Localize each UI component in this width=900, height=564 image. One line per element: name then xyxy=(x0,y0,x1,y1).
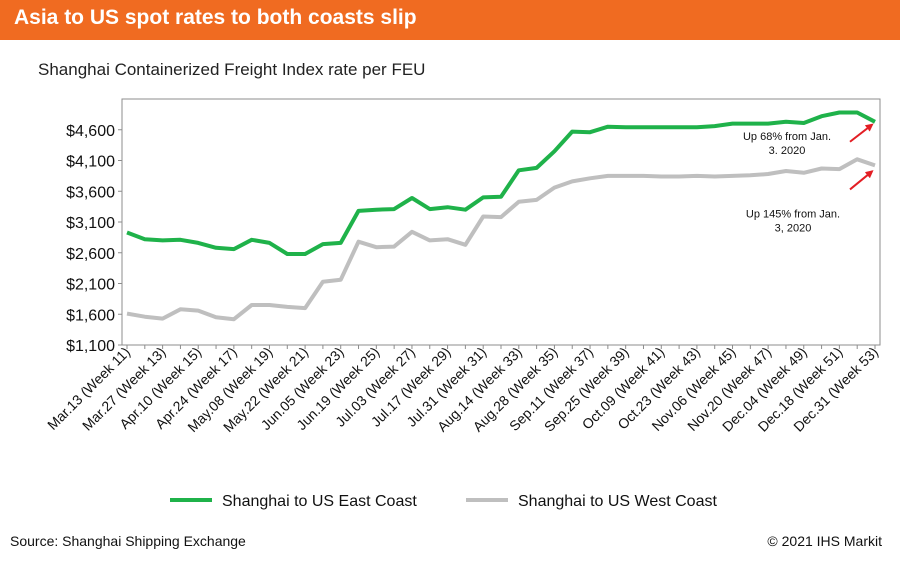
series-line-west-coast xyxy=(126,157,876,322)
y-tick-label: $4,600 xyxy=(66,123,115,140)
title-banner: Asia to US spot rates to both coasts sli… xyxy=(0,0,900,40)
annotation-text: Up 68% from Jan. xyxy=(743,131,831,143)
annotation-arrow xyxy=(849,123,874,143)
chart-title: Shanghai Containerized Freight Index rat… xyxy=(38,60,426,79)
y-tick-label: $3,600 xyxy=(66,184,115,201)
y-tick-label: $1,600 xyxy=(66,307,115,324)
source-note: Source: Shanghai Shipping Exchange xyxy=(10,533,246,549)
y-tick-label: $3,100 xyxy=(66,215,115,232)
annotation-text: 3, 2020 xyxy=(775,222,812,234)
annotation-arrow xyxy=(849,170,874,191)
page-title: Asia to US spot rates to both coasts sli… xyxy=(14,6,417,29)
annotation-text: 3. 2020 xyxy=(769,145,806,157)
y-tick-label: $1,100 xyxy=(66,338,115,355)
copyright-note: © 2021 IHS Markit xyxy=(767,533,882,549)
annotation-text: Up 145% from Jan. xyxy=(746,208,840,220)
y-tick-label: $2,600 xyxy=(66,246,115,263)
legend-item-west-coast-label: Shanghai to US West Coast xyxy=(518,493,717,510)
series-line-east-coast xyxy=(126,110,876,256)
legend-item-east-coast-label: Shanghai to US East Coast xyxy=(222,493,417,510)
y-tick-label: $2,100 xyxy=(66,277,115,294)
y-tick-label: $4,100 xyxy=(66,154,115,171)
